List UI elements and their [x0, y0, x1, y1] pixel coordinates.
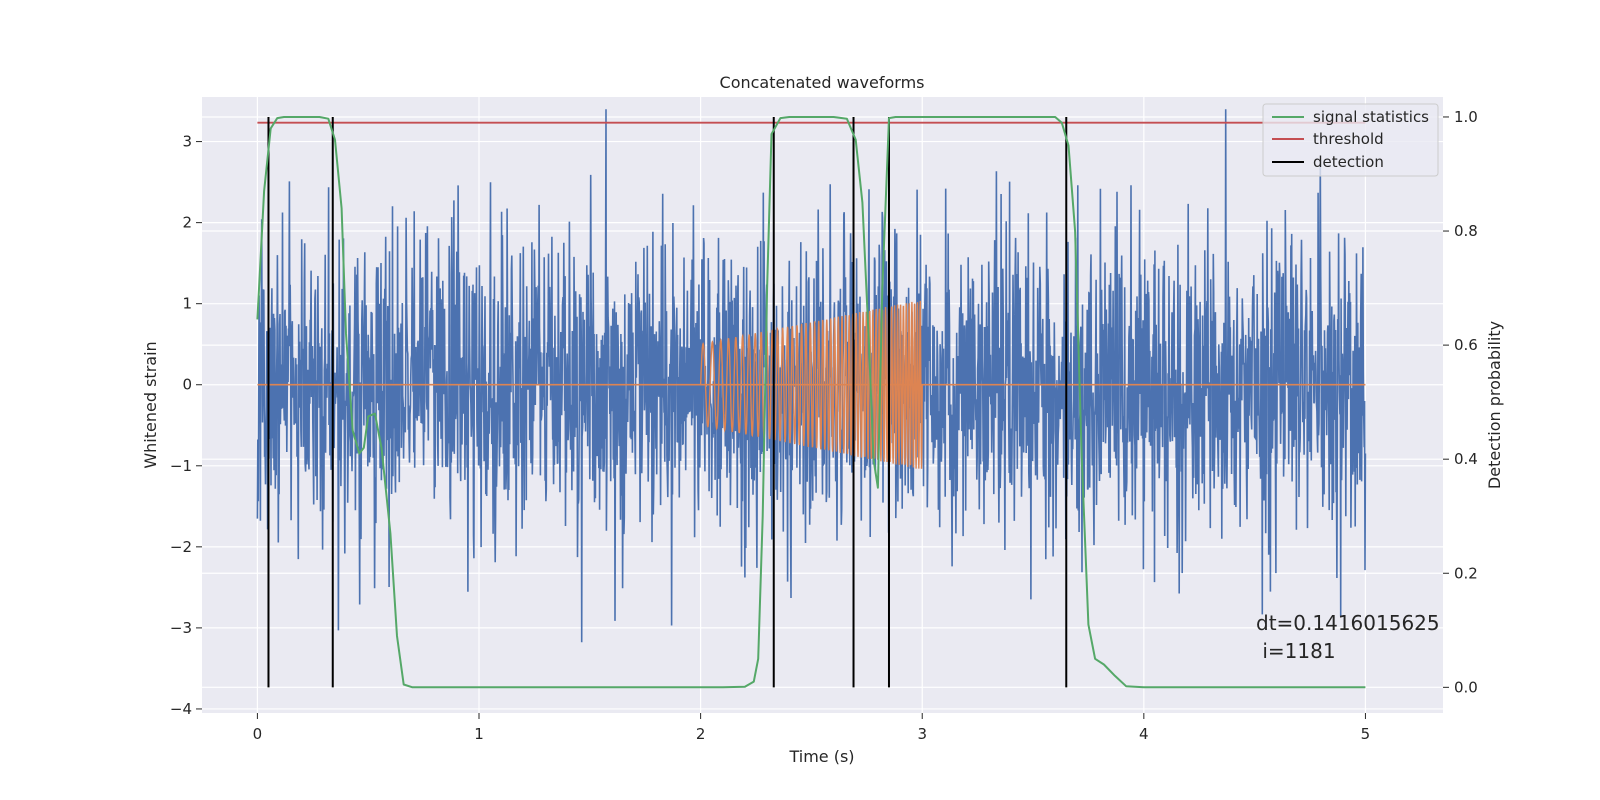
y-tick-label: 2: [182, 214, 192, 232]
y-tick-label: −4: [170, 700, 192, 718]
injection-line: [699, 300, 923, 469]
injection-series: [699, 300, 923, 469]
x-tick-label: 3: [917, 725, 927, 743]
y-axis-label: Whitened strain: [141, 341, 160, 468]
legend: signal statistics threshold detection: [1262, 103, 1439, 177]
y-right-tick-label: 0.8: [1454, 222, 1478, 240]
x-axis-label: Time (s): [788, 747, 854, 766]
y-tick-label: 3: [182, 133, 192, 151]
x-tick-label: 5: [1361, 725, 1371, 743]
y-tick-label: −3: [170, 619, 192, 637]
x-tick-label: 1: [474, 725, 484, 743]
legend-label-threshold: threshold: [1313, 130, 1384, 148]
y-right-tick-label: 0.6: [1454, 336, 1478, 354]
y-right-tick-label: 0.0: [1454, 678, 1478, 696]
y-right-tick-label: 0.4: [1454, 450, 1478, 468]
detection-series: [267, 116, 1068, 688]
legend-label-signal-statistics: signal statistics: [1313, 108, 1429, 126]
x-tick-label: 0: [253, 725, 263, 743]
y-right-axis-label: Detection probability: [1485, 321, 1504, 489]
y-right-tick-label: 1.0: [1454, 108, 1478, 126]
legend-label-detection: detection: [1313, 153, 1384, 171]
chart-title: Concatenated waveforms: [720, 73, 925, 92]
y-tick-label: −1: [170, 457, 192, 475]
axes: 0 1 2 3 4 5 −4 −3 −2 −1 0 1 2 3 0.0 0.2 0.4 0.6 0.8 1.0: [170, 108, 1478, 743]
x-tick-label: 2: [696, 725, 706, 743]
signal-statistics-series: [256, 116, 1366, 689]
y-tick-label: 1: [182, 295, 192, 313]
signal-statistics-line: [256, 116, 1366, 689]
y-tick-label: −2: [170, 538, 192, 556]
y-tick-label: 0: [182, 376, 192, 394]
y-right-tick-label: 0.2: [1454, 564, 1478, 582]
legend-frame: [1262, 103, 1439, 177]
annotation-dt: dt=0.1416015625: [1256, 611, 1440, 635]
x-tick-label: 4: [1139, 725, 1149, 743]
annotation-index: i=1181: [1256, 639, 1336, 663]
